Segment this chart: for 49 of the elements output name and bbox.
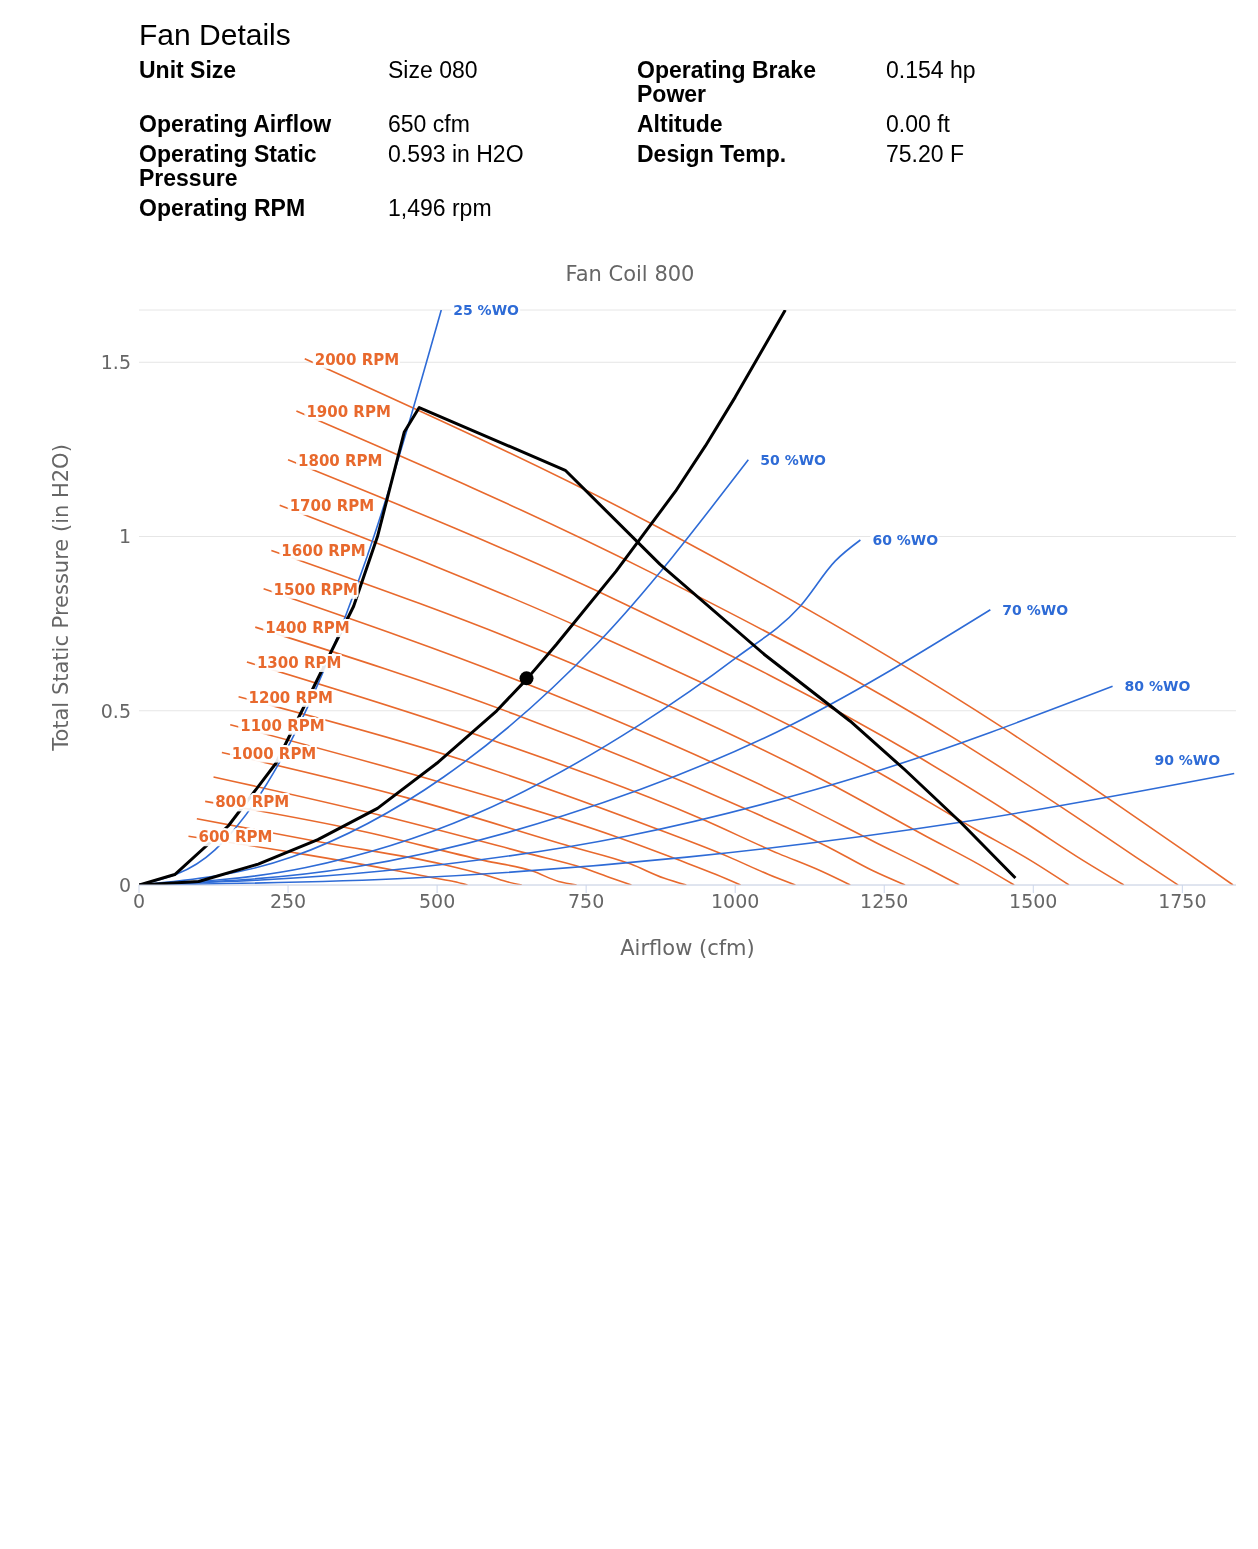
y-tick-label: 0.5 [100, 699, 131, 722]
series-label: 1800 RPM [298, 451, 383, 470]
text: Operating Airflow [139, 111, 333, 137]
text: 650 cfm [388, 111, 471, 137]
text: Operating RPM [139, 195, 307, 221]
series-label: 600 RPM [198, 828, 273, 847]
series-label: 60 %WO [872, 532, 939, 548]
text: 0.00 ft [886, 111, 951, 137]
text: Fan Details [139, 18, 291, 52]
x-tick-label: 0 [132, 890, 146, 913]
series-label: 1600 RPM [281, 542, 366, 561]
series-label: 1200 RPM [248, 688, 334, 707]
text: Size 080 [388, 57, 479, 85]
text: Operating Brake Power [637, 57, 817, 107]
text: 0.593 in H2O [388, 141, 525, 169]
y-tick-label: 1.5 [100, 351, 131, 374]
chart-title: Fan Coil 800 [565, 262, 695, 286]
text: Unit Size [139, 57, 238, 85]
x-tick-label: 250 [269, 890, 307, 913]
series-label: 1700 RPM [289, 497, 375, 516]
series-label: 1400 RPM [265, 619, 350, 638]
series-label: 90 %WO [1154, 752, 1221, 769]
text: 75.20 F [886, 141, 965, 169]
series-label: 70 %WO [1002, 601, 1069, 618]
series-label: 1300 RPM [256, 653, 342, 672]
series-label: 1000 RPM [231, 744, 317, 763]
series-label: 25 %WO [453, 302, 520, 318]
y-tick-label: 1 [118, 525, 131, 548]
x-tick-label: 1000 [711, 890, 760, 913]
y-tick-label: 0 [118, 873, 131, 896]
text: Design Temp. [637, 141, 788, 169]
series-label: 80 %WO [1124, 678, 1191, 695]
series-label: 1500 RPM [273, 580, 359, 599]
series-label: 1100 RPM [240, 716, 325, 735]
x-tick-label: 500 [418, 890, 456, 913]
series-label: 2000 RPM [314, 350, 400, 369]
x-tick-label: 1750 [1158, 890, 1207, 913]
x-tick-label: 750 [568, 890, 605, 913]
x-tick-label: 1250 [860, 890, 909, 913]
series-label: 800 RPM [215, 793, 290, 812]
x-axis-title: Airflow (cfm) [620, 936, 755, 960]
series-label: 50 %WO [760, 451, 827, 468]
text: 0.154 hp [886, 57, 977, 85]
text: Altitude [637, 111, 724, 137]
x-tick-label: 1500 [1009, 890, 1058, 913]
text: 1,496 rpm [388, 195, 493, 221]
y-axis-title: Total Static Pressure (in H2O) [49, 444, 74, 752]
text: Operating Static Pressure [139, 141, 318, 191]
series-label: 1900 RPM [306, 403, 391, 422]
